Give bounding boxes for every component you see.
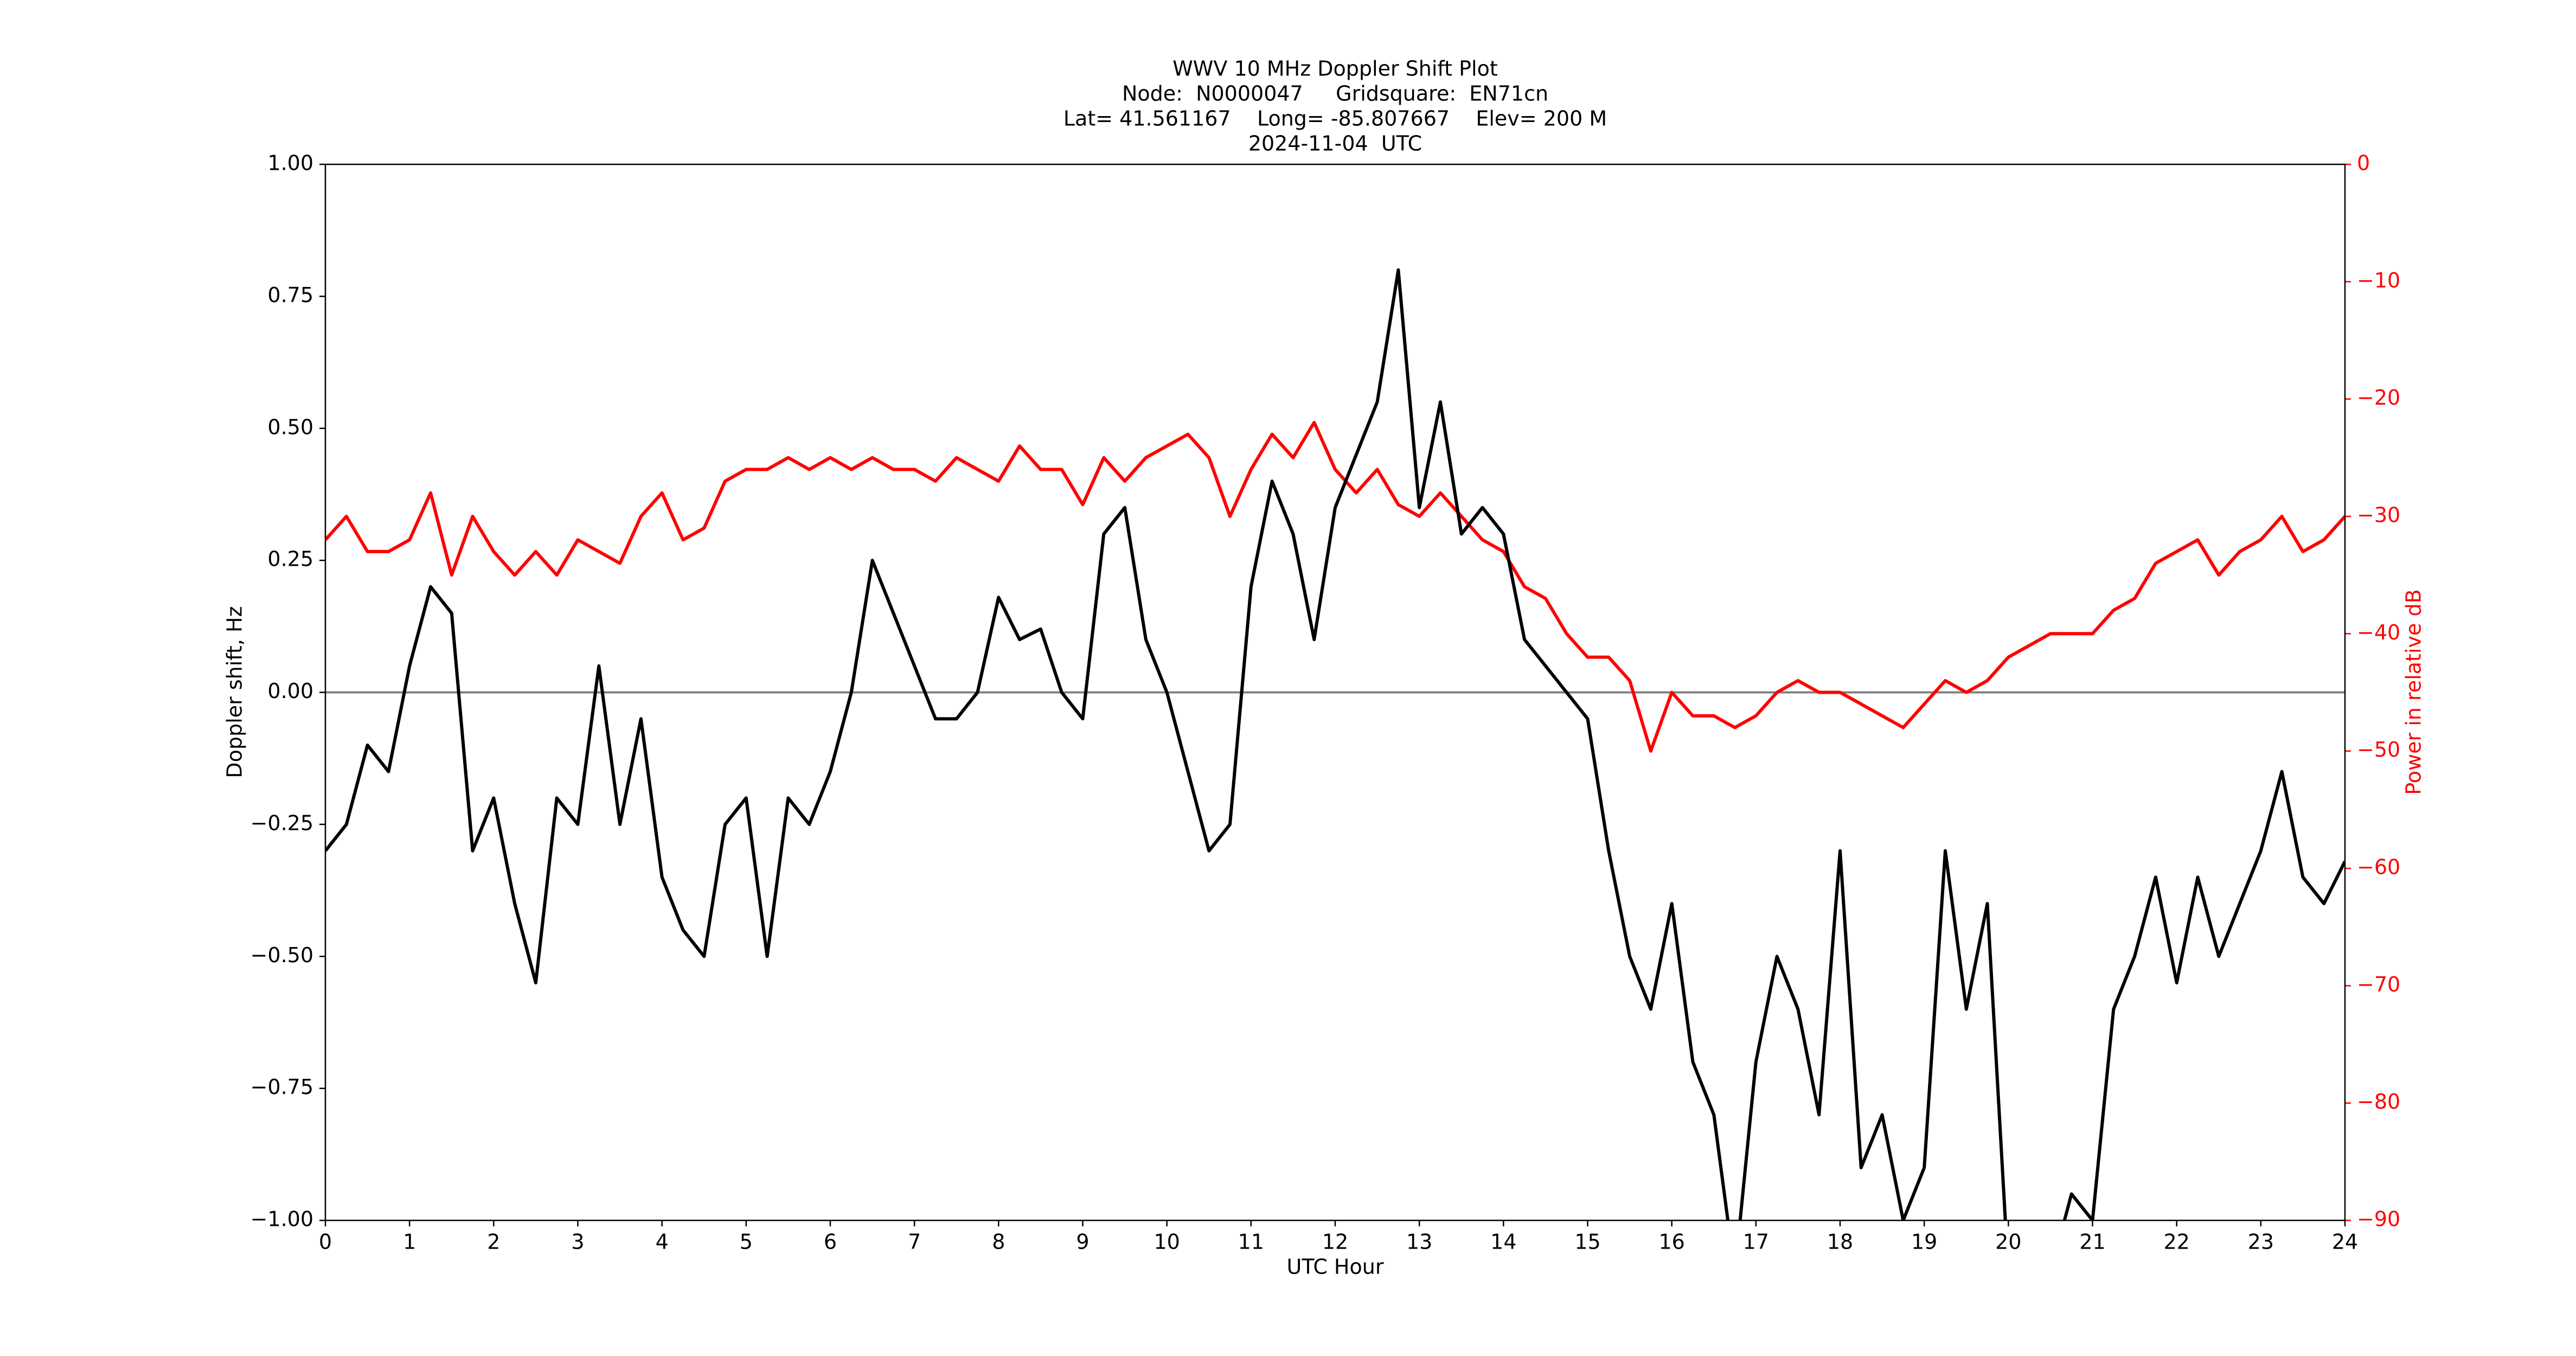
x-tick-label: 4 xyxy=(656,1230,669,1254)
y-tick-label: 0.75 xyxy=(267,283,313,307)
x-tick-label: 19 xyxy=(1911,1230,1937,1254)
y2-tick-label: −80 xyxy=(2357,1090,2400,1114)
x-tick-label: 14 xyxy=(1490,1230,1516,1254)
x-tick-label: 5 xyxy=(740,1230,753,1254)
x-tick-label: 16 xyxy=(1658,1230,1684,1254)
chart-title: 2024-11-04 UTC xyxy=(1248,132,1422,156)
x-axis-label: UTC Hour xyxy=(1287,1255,1384,1279)
y2-tick-label: −40 xyxy=(2357,621,2400,644)
y2-tick-label: −30 xyxy=(2357,503,2400,527)
x-tick-label: 8 xyxy=(992,1230,1005,1254)
y2-axis-label: Power in relative dB xyxy=(2402,589,2426,795)
x-tick-label: 22 xyxy=(2163,1230,2189,1254)
data-line xyxy=(325,420,2345,753)
x-tick-label: 9 xyxy=(1076,1230,1089,1254)
x-tick-label: 20 xyxy=(1995,1230,2021,1254)
x-tick-label: 3 xyxy=(571,1230,584,1254)
y-tick-label: 0.25 xyxy=(267,547,313,571)
x-tick-label: 21 xyxy=(2079,1230,2105,1254)
y-tick-label: −1.00 xyxy=(251,1207,313,1231)
y-tick-label: −0.50 xyxy=(251,943,313,967)
x-tick-label: 0 xyxy=(319,1230,332,1254)
y-tick-label: 1.00 xyxy=(267,151,313,175)
y2-tick-label: −90 xyxy=(2357,1207,2400,1231)
x-tick-label: 23 xyxy=(2248,1230,2274,1254)
y-tick-label: −0.25 xyxy=(251,811,313,835)
y2-tick-label: −60 xyxy=(2357,855,2400,879)
x-tick-label: 13 xyxy=(1406,1230,1432,1254)
y2-tick-label: −20 xyxy=(2357,386,2400,410)
x-tick-label: 17 xyxy=(1743,1230,1769,1254)
y2-tick-label: −70 xyxy=(2357,973,2400,996)
x-tick-label: 12 xyxy=(1322,1230,1348,1254)
chart-title: Lat= 41.561167 Long= -85.807667 Elev= 20… xyxy=(1063,107,1607,131)
x-tick-label: 1 xyxy=(403,1230,416,1254)
x-tick-label: 7 xyxy=(908,1230,921,1254)
x-tick-label: 2 xyxy=(487,1230,500,1254)
y-tick-label: 0.00 xyxy=(267,679,313,703)
plot-frame xyxy=(324,163,2346,1221)
y-axis-label: Doppler shift, Hz xyxy=(223,606,247,778)
y-tick-label: 0.50 xyxy=(267,415,313,439)
y2-tick-label: −50 xyxy=(2357,738,2400,762)
x-tick-label: 10 xyxy=(1154,1230,1180,1254)
x-tick-label: 11 xyxy=(1238,1230,1264,1254)
y2-tick-label: −10 xyxy=(2357,268,2400,292)
x-tick-label: 6 xyxy=(824,1230,837,1254)
y2-tick-label: 0 xyxy=(2357,151,2370,175)
x-tick-label: 24 xyxy=(2332,1230,2358,1254)
x-tick-label: 18 xyxy=(1827,1230,1853,1254)
y-tick-label: −0.75 xyxy=(251,1075,313,1099)
plot-area xyxy=(325,268,2345,1220)
data-line xyxy=(325,268,2345,1220)
chart-title: WWV 10 MHz Doppler Shift Plot xyxy=(1172,57,1498,81)
x-tick-label: 15 xyxy=(1574,1230,1600,1254)
chart-title: Node: N0000047 Gridsquare: EN71cn xyxy=(1122,82,1548,106)
